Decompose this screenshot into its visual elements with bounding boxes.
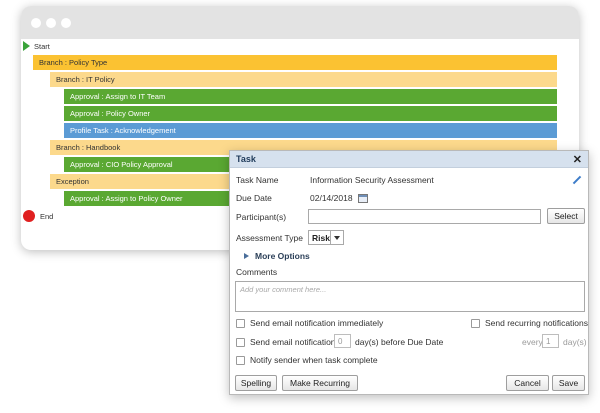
window-titlebar [21,6,579,39]
step-label: Approval : Assign to Policy Owner [70,194,183,203]
edit-pencil-icon[interactable] [572,175,582,185]
recurring-notifications-label: Send recurring notifications [485,318,589,328]
every-days-input[interactable]: 1 [542,334,559,348]
assessment-type-label: Assessment Type [236,233,303,243]
due-date-value[interactable]: 02/14/2018 [310,193,353,203]
email-before-days-input[interactable]: 0 [334,334,351,348]
workflow-step-approval-it-team[interactable]: Approval : Assign to IT Team [64,89,557,104]
notify-sender-checkbox[interactable] [236,356,245,365]
window-dot-maximize[interactable] [61,17,71,28]
window-dot-minimize[interactable] [46,17,56,28]
expand-triangle-icon[interactable] [244,253,249,259]
email-before-prefix: Send email notification [250,337,336,347]
chevron-down-icon [334,236,340,240]
cancel-button[interactable]: Cancel [506,375,549,391]
recurring-notifications-checkbox[interactable] [471,319,480,328]
spelling-button[interactable]: Spelling [235,375,277,391]
email-before-suffix: day(s) before Due Date [355,337,444,347]
email-before-checkbox[interactable] [236,338,245,347]
workflow-step-profile-task-acknowledgement[interactable]: Profile Task : Acknowledgement [64,123,557,138]
make-recurring-button[interactable]: Make Recurring [282,375,358,391]
close-icon[interactable]: ✕ [572,153,582,166]
stop-icon [23,210,35,222]
workflow-step-approval-policy-owner[interactable]: Approval : Policy Owner [64,106,557,121]
email-immediately-label: Send email notification immediately [250,318,384,328]
end-label: End [40,211,54,221]
step-label: Branch : Policy Type [39,58,108,67]
task-dialog: Task ✕ Task Name Information Security As… [229,150,589,395]
assessment-type-value: Risk [312,232,330,243]
save-button[interactable]: Save [552,375,585,391]
start-label: Start [34,41,50,51]
dialog-title: Task [236,154,256,164]
notify-sender-label: Notify sender when task complete [250,355,378,365]
step-label: Profile Task : Acknowledgement [70,126,176,135]
end-node[interactable]: End [23,210,53,222]
start-node[interactable]: Start [23,41,50,51]
participants-input[interactable] [308,209,541,224]
every-label: every [522,337,543,347]
calendar-icon[interactable] [358,194,368,203]
email-immediately-checkbox[interactable] [236,319,245,328]
task-name-label: Task Name [236,175,279,185]
comments-label: Comments [236,267,278,277]
step-label: Approval : Assign to IT Team [70,92,166,101]
more-options-toggle[interactable]: More Options [255,251,310,261]
task-name-value: Information Security Assessment [310,175,434,185]
step-label: Approval : CIO Policy Approval [70,160,173,169]
participants-label: Participant(s) [236,212,287,222]
select-button[interactable]: Select [547,208,585,224]
assessment-type-select[interactable]: Risk [308,230,344,245]
window-dot-close[interactable] [31,17,41,28]
workflow-step-branch-it-policy[interactable]: Branch : IT Policy [50,72,557,87]
workflow-step-branch-policy-type[interactable]: Branch : Policy Type [33,55,557,70]
play-icon [23,41,30,51]
step-label: Branch : IT Policy [56,75,115,84]
select-divider [330,231,331,244]
dialog-header: Task ✕ [230,151,588,168]
step-label: Exception [56,177,89,186]
every-unit: day(s) [563,337,587,347]
comments-textarea[interactable]: Add your comment here... [235,281,585,312]
step-label: Approval : Policy Owner [70,109,151,118]
step-label: Branch : Handbook [56,143,121,152]
due-date-label: Due Date [236,193,272,203]
